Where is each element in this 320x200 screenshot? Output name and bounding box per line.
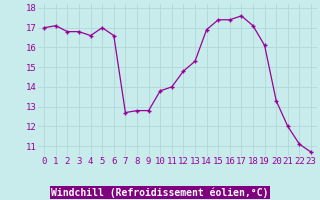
Text: Windchill (Refroidissement éolien,°C): Windchill (Refroidissement éolien,°C) [51,188,269,198]
